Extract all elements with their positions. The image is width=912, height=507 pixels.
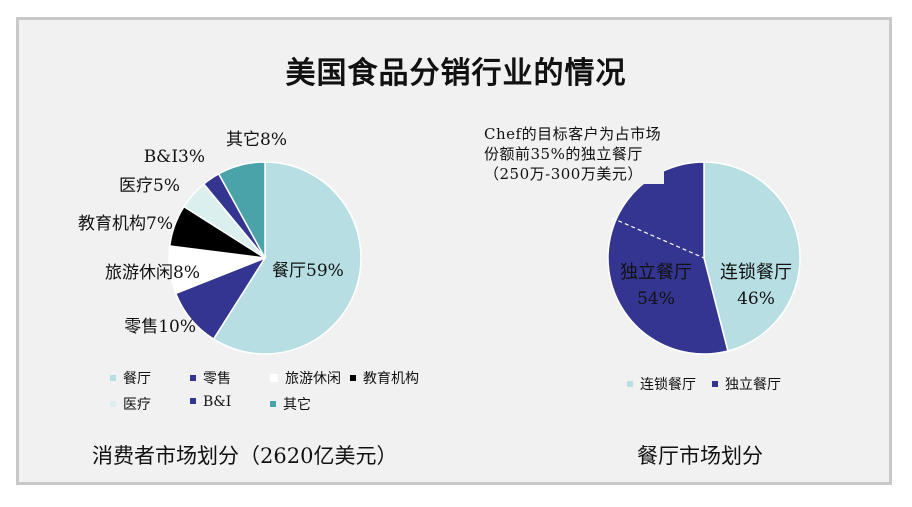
legend-swatch — [627, 381, 633, 387]
legend-label: 零售 — [203, 371, 231, 387]
data-label-chain-restaurant-name: 连锁餐厅 — [720, 262, 792, 283]
annotation-text: Chef的目标客户为占市场份额前35%的独立餐厅（250万-300万美元） — [484, 124, 664, 184]
legend-item-旅游休闲: 旅游休闲 — [270, 368, 341, 388]
consumer-market-caption: 消费者市场划分（2620亿美元） — [92, 444, 398, 468]
data-label-旅游休闲: 旅游休闲8% — [105, 263, 200, 283]
legend-swatch — [350, 375, 356, 381]
legend-swatch — [270, 401, 276, 407]
data-label-bandi: B&I3% — [144, 147, 205, 167]
legend-label: 连锁餐厅 — [640, 377, 696, 393]
legend-item-其它: 其它 — [270, 394, 311, 414]
legend-label: 旅游休闲 — [285, 371, 341, 387]
legend-item-医疗: 医疗 — [110, 394, 151, 414]
legend-label: 教育机构 — [363, 371, 419, 387]
data-label-independent-restaurant-name: 独立餐厅 — [620, 262, 692, 283]
data-label-其它: 其它8% — [226, 130, 287, 150]
legend-swatch — [110, 375, 116, 381]
data-label-教育机构: 教育机构7% — [78, 214, 173, 234]
legend-label: 餐厅 — [123, 371, 151, 387]
consumer-market-pie: 餐厅59% 零售10% 旅游休闲8% 教育机构7% 医疗5% B&I3% 其它8% — [78, 130, 362, 355]
legend-swatch — [190, 398, 196, 404]
legend-label: B&I — [203, 394, 232, 410]
data-label-餐厅: 餐厅59% — [272, 261, 344, 281]
page-title: 美国食品分销行业的情况 — [285, 56, 627, 91]
pie-slice-连锁餐厅 — [703, 161, 801, 352]
legend-item-餐厅: 餐厅 — [110, 368, 151, 388]
restaurant-market-pie: 连锁餐厅 46% 独立餐厅 54% — [607, 161, 801, 355]
legend-item-独立餐厅: 独立餐厅 — [712, 374, 781, 394]
legend-label: 其它 — [283, 397, 311, 413]
legend-label: 独立餐厅 — [725, 377, 781, 393]
legend-item-bandi: B&I — [190, 394, 231, 410]
data-label-零售: 零售10% — [124, 317, 196, 337]
pie-slice-其它 — [217, 161, 266, 259]
pie-slice-餐厅 — [212, 161, 362, 355]
legend-item-零售: 零售 — [190, 368, 231, 388]
legend-swatch — [110, 401, 116, 407]
data-label-independent-restaurant-value: 54% — [637, 289, 675, 309]
legend-item-教育机构: 教育机构 — [350, 368, 419, 388]
restaurant-market-caption: 餐厅市场划分 — [637, 444, 763, 468]
legend-label: 医疗 — [123, 397, 151, 413]
annotation-leader-line — [611, 217, 705, 259]
legend-item-连锁餐厅: 连锁餐厅 — [627, 374, 696, 394]
data-label-chain-restaurant-value: 46% — [737, 289, 775, 309]
legend-swatch — [190, 375, 196, 381]
legend-swatch — [712, 381, 718, 387]
legend-swatch — [270, 374, 278, 382]
data-label-医疗: 医疗5% — [119, 176, 180, 196]
